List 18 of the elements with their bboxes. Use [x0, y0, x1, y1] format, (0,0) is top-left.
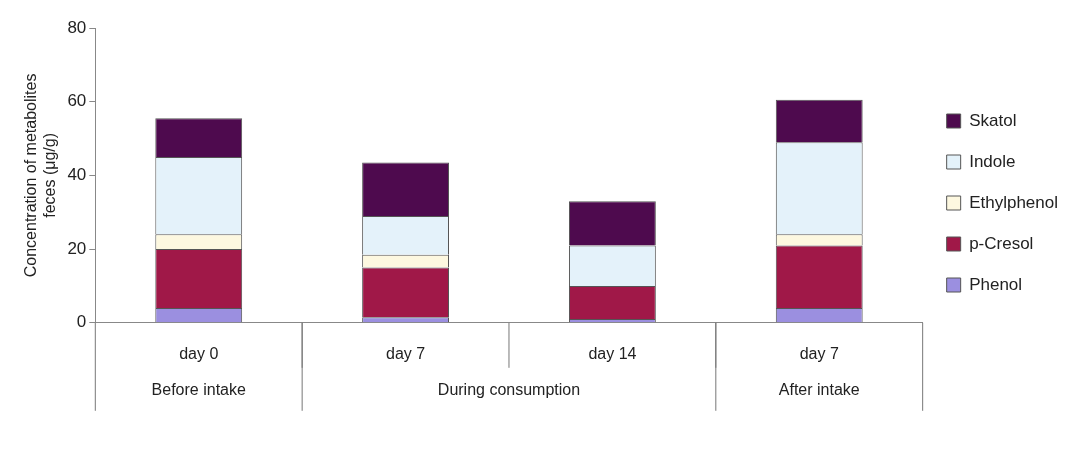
legend-label: Indole	[969, 151, 1016, 171]
legend-label: Skatol	[969, 110, 1017, 130]
legend-label: Phenol	[969, 274, 1023, 294]
text: After intake	[778, 381, 860, 399]
y-tick-label: 20	[67, 238, 87, 258]
y-tick-label: 60	[67, 91, 87, 111]
y-axis-title: Concentration of metabolites feces (μg/g)	[22, 73, 59, 278]
text: During consumption	[437, 381, 581, 399]
x-tick-label: day 7	[799, 344, 839, 362]
x-tick-label: day 7	[385, 344, 426, 362]
text: Before intake	[151, 381, 246, 399]
y-tick-label: 80	[67, 17, 87, 37]
x-tick-label: day 14	[588, 344, 637, 362]
x-tick-label: day 0	[179, 344, 219, 362]
y-tick-label: 0	[76, 312, 87, 332]
legend-label: p-Cresol	[969, 233, 1034, 253]
legend-label: Ethylphenol	[969, 192, 1058, 212]
y-tick-label: 40	[67, 165, 87, 185]
